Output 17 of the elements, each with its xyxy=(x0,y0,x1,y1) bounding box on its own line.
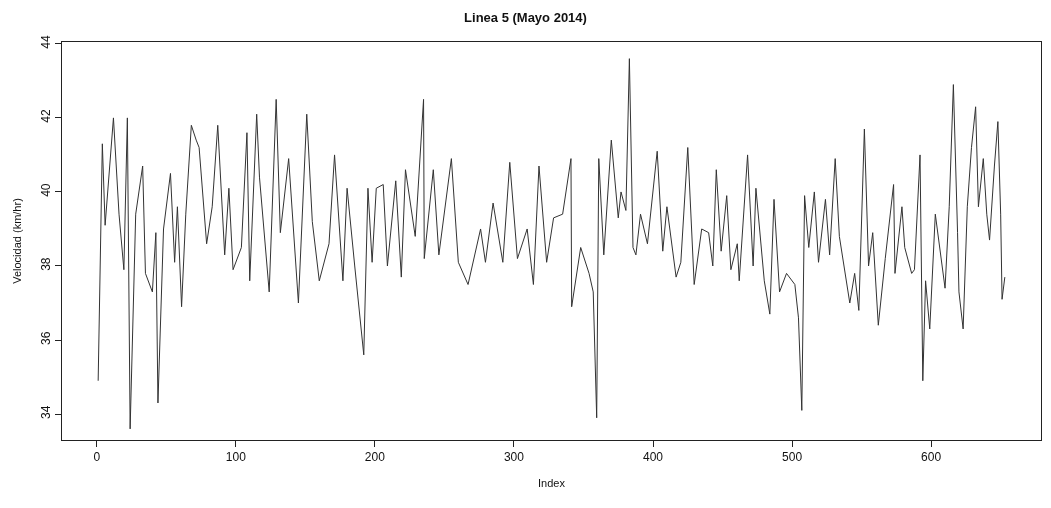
x-tick-label: 500 xyxy=(782,450,803,465)
line-series xyxy=(97,58,1006,430)
x-tick-label: 200 xyxy=(364,450,386,465)
x-tick-label: 0 xyxy=(93,450,101,465)
y-tick-label: 36 xyxy=(39,331,54,345)
x-tick-label: 400 xyxy=(643,450,664,465)
y-tick-label: 42 xyxy=(39,109,54,123)
x-axis-title: Index xyxy=(538,476,566,489)
x-tick-label: 100 xyxy=(225,450,247,465)
chart-title: Linea 5 (Mayo 2014) xyxy=(464,9,587,25)
y-tick-label: 34 xyxy=(39,405,54,419)
y-axis-title: Velocidad (km/hr) xyxy=(10,198,23,284)
x-tick-label: 600 xyxy=(921,450,942,465)
y-tick-label: 44 xyxy=(39,35,54,49)
y-tick-label: 40 xyxy=(39,183,54,197)
x-tick-label: 300 xyxy=(503,450,525,465)
y-tick-label: 38 xyxy=(39,257,54,271)
